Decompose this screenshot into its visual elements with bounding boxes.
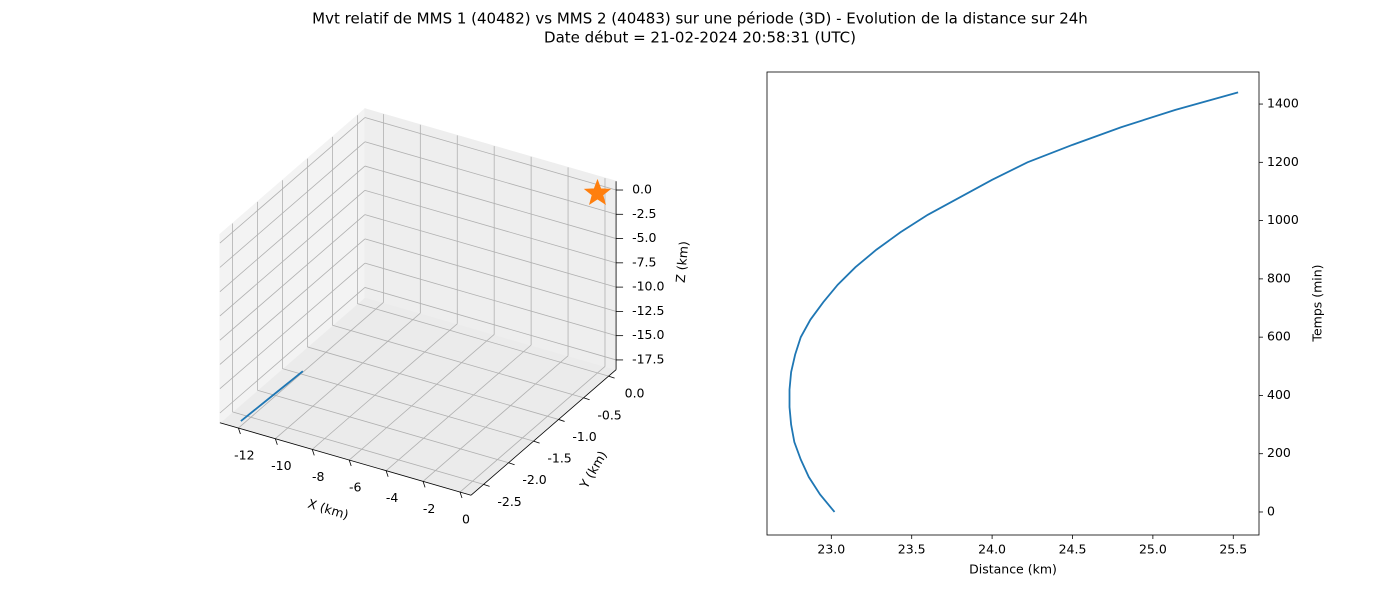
- grid-line: [364, 189, 617, 264]
- grid-line: [385, 344, 532, 471]
- z-tick-label: -7.5: [632, 254, 656, 269]
- line: [788, 91, 1239, 513]
- y-tick-label: 1400: [1267, 96, 1299, 111]
- tick-mark: [311, 449, 315, 456]
- x-tick-label: -4: [386, 490, 399, 505]
- grid-line: [357, 303, 609, 377]
- grid-line: [219, 287, 366, 414]
- grid-line: [282, 368, 534, 442]
- z-tick-label: -12.5: [632, 303, 664, 318]
- grid-line: [311, 323, 458, 450]
- grid-line: [364, 287, 617, 361]
- tick-mark: [385, 470, 389, 477]
- y-tick-label: -0.5: [597, 407, 621, 422]
- x-tick-label: 0: [462, 512, 470, 527]
- x-tick-label: 24.5: [1059, 542, 1087, 557]
- figure-title: Mvt relatif de MMS 1 (40482) vs MMS 2 (4…: [312, 10, 1088, 28]
- grid-line: [232, 411, 484, 485]
- y-axis-label: Temps (min): [1310, 264, 1325, 342]
- grid-line: [219, 190, 366, 317]
- tick-mark: [483, 484, 490, 487]
- y-axis-line: [470, 369, 617, 496]
- y-tick-label: 600: [1267, 329, 1291, 344]
- grid-line: [422, 355, 569, 482]
- grid-line: [238, 302, 384, 429]
- plot-frame: [766, 71, 1260, 536]
- y-tick-label: -2.0: [522, 472, 546, 487]
- y-tick-label: 800: [1267, 270, 1291, 285]
- grid-line: [364, 117, 617, 191]
- z-tick-label: -15.0: [632, 327, 664, 342]
- grid-line: [219, 117, 366, 244]
- y-tick-label: -2.5: [497, 494, 521, 509]
- tick-mark: [608, 375, 615, 379]
- x-tick-label: -2: [423, 501, 435, 516]
- plot-2d: 23.0 23.5 24.0 24.5 25.0 25.5 0 200 400 600 800 100…: [766, 71, 1299, 557]
- grid-line: [364, 238, 617, 312]
- star-marker: [583, 178, 612, 205]
- grid-line: [307, 346, 559, 420]
- y-tick-label: 1200: [1267, 154, 1299, 169]
- figure-subtitle: Date début = 21-02-2024 20:58:31 (UTC): [544, 29, 856, 47]
- x-tick-label: -12: [234, 448, 254, 463]
- tick-mark: [558, 419, 565, 422]
- tick-mark: [583, 397, 590, 401]
- y-tick-label: 0.0: [625, 386, 645, 401]
- grid-line: [459, 366, 606, 493]
- y-tick-label: -1.0: [572, 429, 596, 444]
- grid-line: [219, 165, 366, 292]
- tick-mark: [274, 438, 278, 445]
- grid-line: [219, 214, 366, 341]
- grid-line: [219, 141, 366, 268]
- grid-line: [257, 389, 509, 464]
- tick-mark: [238, 427, 241, 435]
- grid-line: [364, 165, 617, 239]
- tick-mark: [508, 462, 515, 466]
- plot-3d-labels: -12-10-8-6-4-200.0-0.5-1.0-1.5-2.0-2.50.…: [219, 181, 664, 527]
- x-tick-label: 23.5: [898, 542, 926, 557]
- x-tick-label: -8: [312, 469, 325, 484]
- x-tick-label: 23.0: [817, 542, 845, 557]
- y-tick-label: -1.5: [547, 451, 571, 466]
- grid-line: [332, 324, 584, 399]
- tick-mark: [459, 491, 463, 499]
- x-tick-label: 25.0: [1139, 542, 1167, 557]
- grid-line: [348, 334, 495, 461]
- z-tick-label: -2.5: [632, 206, 656, 221]
- x-tick-label: 24.0: [978, 542, 1006, 557]
- x-axis-label: Distance (km): [969, 562, 1057, 577]
- z-tick-label: -5.0: [632, 230, 656, 245]
- x-tick-label: -6: [349, 480, 362, 495]
- line-3d: [240, 370, 304, 422]
- x-tick-label: -10: [271, 458, 291, 473]
- tick-mark: [422, 481, 426, 488]
- y-tick-label: 0: [1267, 503, 1275, 518]
- z-tick-label: -17.5: [632, 351, 664, 366]
- x-axis-line: [219, 422, 472, 496]
- y-tick-label: 1000: [1267, 212, 1299, 227]
- grid-line: [364, 262, 617, 337]
- tick-mark: [348, 459, 352, 467]
- grid-line: [364, 141, 617, 215]
- z-tick-label: 0.0: [632, 182, 652, 197]
- y-tick-label: 400: [1267, 387, 1291, 402]
- plot-3d: [218, 107, 618, 496]
- tick-mark: [533, 440, 540, 444]
- grid-line: [275, 312, 421, 440]
- grid-line: [219, 238, 366, 365]
- grid-line: [219, 262, 366, 390]
- z-axis-label: Z (km): [673, 240, 692, 283]
- x-tick-label: 25.5: [1219, 542, 1247, 557]
- z-tick-label: -10.0: [632, 279, 664, 294]
- grid-line: [364, 214, 617, 288]
- y-tick-label: 200: [1267, 445, 1291, 460]
